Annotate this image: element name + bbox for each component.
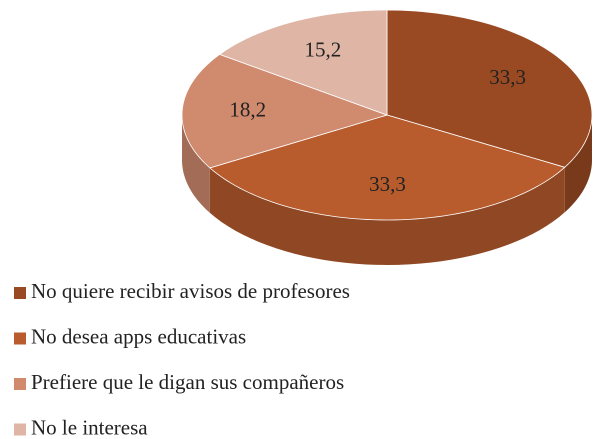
- slice-top: [218, 9, 388, 116]
- slice: [386, 9, 593, 213]
- data-label: 33,3: [489, 65, 526, 89]
- legend-swatch: [14, 287, 26, 299]
- slice-top: [209, 114, 566, 221]
- data-label: 18,2: [229, 98, 266, 122]
- slice-side: [209, 167, 565, 265]
- slice: [218, 9, 388, 116]
- data-label: 15,2: [305, 37, 342, 61]
- slice: [181, 53, 389, 213]
- slice: [209, 114, 566, 265]
- legend-label: No le interesa: [31, 415, 148, 439]
- slice-side: [182, 115, 210, 213]
- legend-label: No quiere recibir avisos de profesores: [31, 279, 350, 303]
- legend-label: No desea apps educativas: [31, 324, 246, 348]
- legend-swatch: [14, 332, 26, 345]
- legend-swatch: [14, 423, 26, 436]
- legend-label: Prefiere que le digan sus compañeros: [31, 370, 344, 394]
- slice-top: [181, 53, 389, 169]
- slice-top: [386, 9, 593, 168]
- legend-swatch: [14, 378, 26, 390]
- slice-side: [564, 115, 592, 213]
- data-label: 33,3: [369, 172, 406, 196]
